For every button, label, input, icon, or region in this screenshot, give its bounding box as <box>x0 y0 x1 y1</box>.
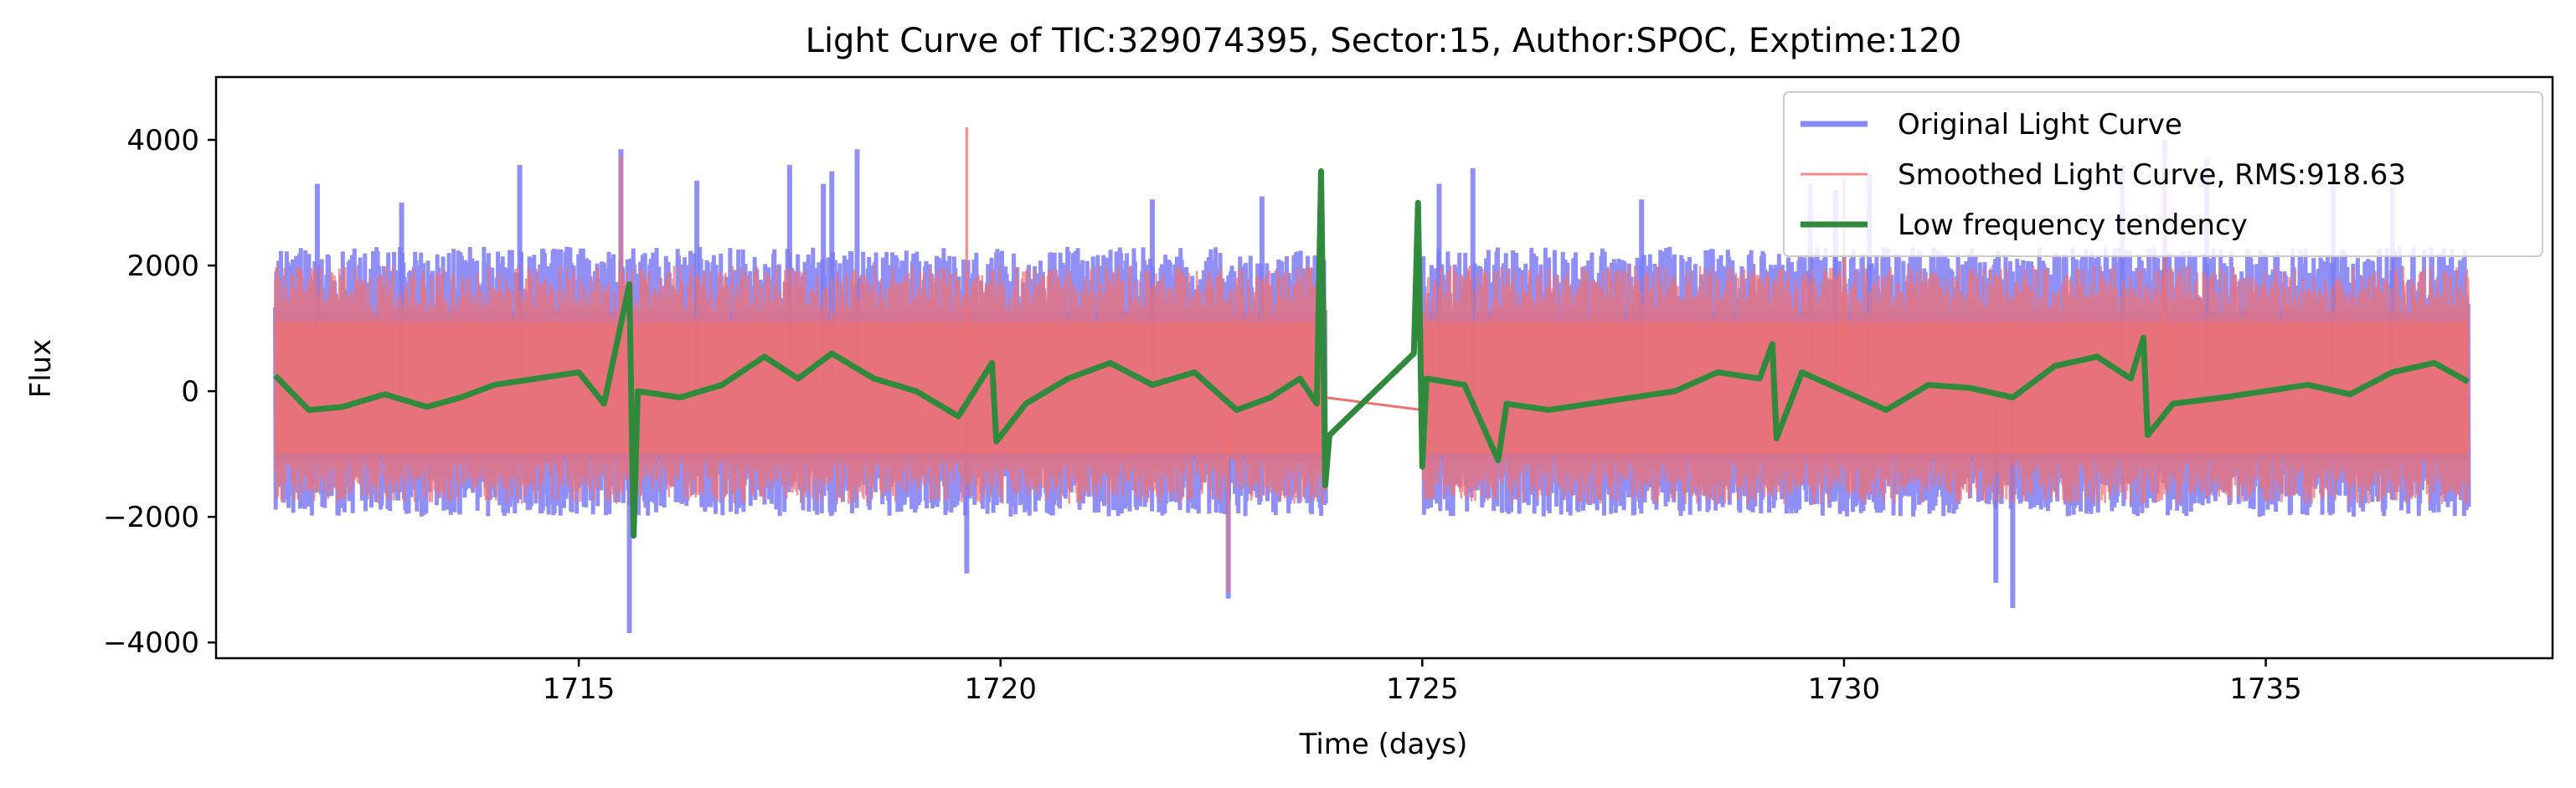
axes-frame <box>214 75 2554 660</box>
x-tick-label: 1720 <box>964 672 1037 706</box>
axis-ticks: 1715 1720 1725 1730 1735 −4000 −2000 0 2000 4000 <box>103 124 2302 706</box>
plot-area <box>272 127 2471 633</box>
legend-label: Smoothed Light Curve, RMS:918.63 <box>1898 158 2406 192</box>
x-tick-label: 1715 <box>543 672 616 706</box>
x-axis-label: Time (days) <box>1299 728 1468 761</box>
legend-label: Original Light Curve <box>1898 108 2182 142</box>
y-tick-label: 2000 <box>126 250 199 283</box>
y-tick-label: −2000 <box>103 501 199 534</box>
y-axis-label: Flux <box>24 339 58 399</box>
legend-box <box>1783 91 2543 257</box>
legend: Original Light Curve Smoothed Light Curve… <box>1783 91 2543 257</box>
series-low-frequency-tendency <box>272 168 2470 539</box>
x-tick-label: 1725 <box>1386 672 1459 706</box>
series-core-band <box>275 322 1326 454</box>
x-tick-label: 1730 <box>1808 672 1881 706</box>
chart-title: Light Curve of TIC:329074395, Sector:15,… <box>806 22 1962 60</box>
y-tick-label: −4000 <box>103 626 199 660</box>
trend-line <box>272 168 2470 539</box>
series-smoothed-light-curve-rms-918-63 <box>274 127 2470 593</box>
y-tick-label: 0 <box>181 375 199 409</box>
x-tick-label: 1735 <box>2229 672 2302 706</box>
gap-connector <box>1325 396 1423 412</box>
legend-label: Low frequency tendency <box>1898 209 2248 242</box>
y-tick-label: 4000 <box>126 124 199 157</box>
